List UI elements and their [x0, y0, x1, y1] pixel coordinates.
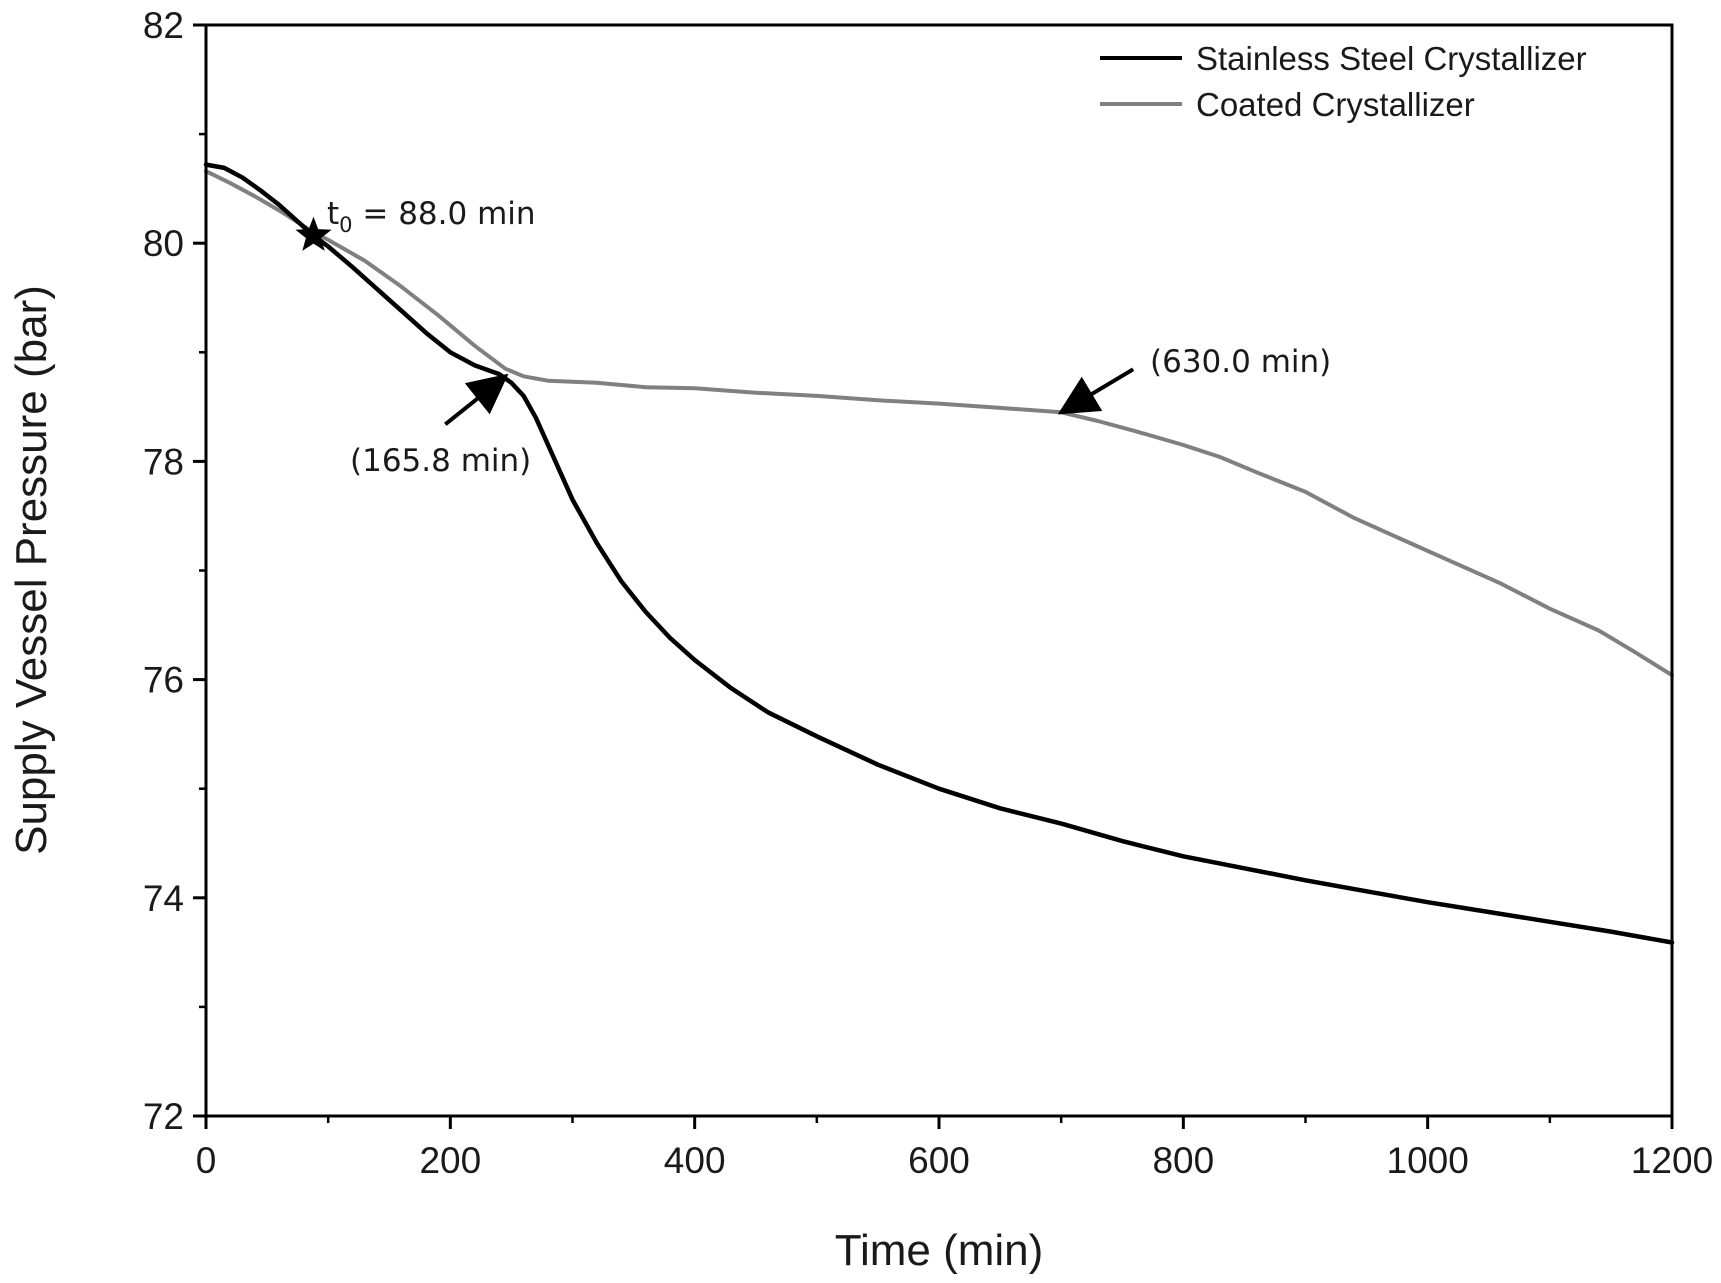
- annotation-t0-subscript: 0: [339, 213, 352, 237]
- legend: Stainless Steel Crystallizer Coated Crys…: [1100, 40, 1587, 123]
- annotation-arrow-630: [1057, 367, 1135, 415]
- y-axis-title: Supply Vessel Pressure (bar): [7, 285, 56, 855]
- x-tick-label: 600: [908, 1140, 970, 1181]
- x-tick-label: 800: [1152, 1140, 1214, 1181]
- annotation-630-label: (630.0 min): [1150, 344, 1331, 380]
- star-marker: [295, 216, 332, 251]
- annotation-arrow-165: [444, 373, 509, 426]
- annotation-t0-rest: = 88.0 min: [353, 196, 536, 232]
- x-tick-label: 1200: [1631, 1140, 1713, 1181]
- y-tick-label: 82: [143, 5, 184, 46]
- annotation-layer: [295, 216, 1135, 426]
- x-axis-title: Time (min): [835, 1226, 1044, 1275]
- annotation-t0-label: t0 = 88.0 min: [327, 196, 536, 237]
- y-tick-label: 76: [143, 660, 184, 701]
- legend-label-coated: Coated Crystallizer: [1196, 86, 1475, 123]
- y-tick-label: 78: [143, 441, 184, 482]
- plot-area-frame: [204, 23, 1674, 1118]
- x-tick-label: 0: [196, 1140, 217, 1181]
- series-line-stainless-steel: [203, 162, 1675, 945]
- legend-label-stainless-steel: Stainless Steel Crystallizer: [1196, 40, 1587, 77]
- x-tick-label: 400: [664, 1140, 726, 1181]
- tick-labels: 0 200 400 600 800 1000 1200 72 74 76 78 80 82: [143, 5, 1713, 1181]
- y-tick-label: 74: [143, 878, 184, 919]
- series-layer: [203, 162, 1675, 945]
- x-tick-label: 200: [419, 1140, 481, 1181]
- y-tick-label: 72: [143, 1096, 184, 1137]
- minor-ticks: [199, 132, 1552, 1123]
- y-tick-label: 80: [143, 223, 184, 264]
- x-tick-label: 1000: [1387, 1140, 1469, 1181]
- annotation-165-label: (165.8 min): [350, 443, 531, 479]
- annotation-t0-main: t: [327, 196, 339, 232]
- major-ticks: [193, 23, 1674, 1129]
- series-line-coated: [204, 169, 1674, 678]
